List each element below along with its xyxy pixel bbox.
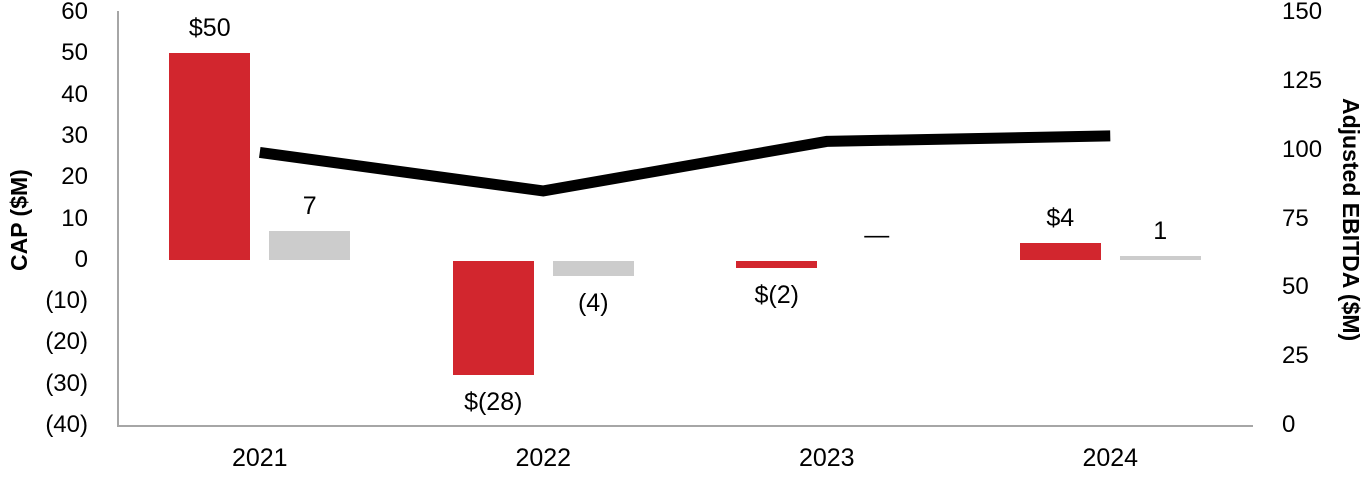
x-axis-label: 2023 xyxy=(798,444,855,472)
left-axis-tick: 0 xyxy=(74,245,88,273)
right-axis-tick: 125 xyxy=(1282,66,1323,94)
y-axis-line xyxy=(117,11,119,427)
bar-red-bars-2023 xyxy=(736,260,818,269)
x-axis-label: 2022 xyxy=(515,444,572,472)
data-label-red-bars-2023: $(2) xyxy=(754,281,799,310)
right-axis-title: Adjusted EBITDA ($M) xyxy=(1338,98,1364,342)
x-axis-label: 2021 xyxy=(231,444,288,472)
bar-gray-bars-2024 xyxy=(1119,255,1201,260)
left-axis-tick: (10) xyxy=(45,287,88,315)
adjusted-ebitda-line xyxy=(259,130,1111,197)
bar-gray-bars-2022 xyxy=(552,260,634,277)
left-axis-tick: 20 xyxy=(61,163,88,191)
data-label-red-bars-2022: $(28) xyxy=(464,388,523,417)
data-label-gray-bars-2023: — xyxy=(864,220,890,249)
right-axis-tick: 75 xyxy=(1282,204,1309,232)
right-axis-tick: 0 xyxy=(1282,411,1296,438)
left-axis-tick: (20) xyxy=(45,328,88,356)
data-label-gray-bars-2024: 1 xyxy=(1153,216,1168,245)
data-label-red-bars-2024: $4 xyxy=(1046,204,1075,233)
bar-gray-bars-2021 xyxy=(269,230,351,260)
left-axis-tick: 30 xyxy=(61,121,88,149)
left-axis-tick: 60 xyxy=(61,0,88,25)
right-axis-tick: 50 xyxy=(1282,273,1309,301)
data-label-red-bars-2021: $50 xyxy=(188,14,231,43)
right-axis-tick: 100 xyxy=(1282,135,1323,163)
bar-red-bars-2024 xyxy=(1019,243,1101,260)
left-axis-tick: 40 xyxy=(61,80,88,108)
left-axis-tick: 50 xyxy=(61,39,88,67)
right-axis-tick: 25 xyxy=(1282,342,1309,370)
right-axis-tick: 150 xyxy=(1282,0,1323,25)
data-label-gray-bars-2022: (4) xyxy=(577,289,609,318)
x-axis-label: 2024 xyxy=(1082,444,1139,472)
data-label-gray-bars-2021: 7 xyxy=(302,191,317,220)
bar-red-bars-2022 xyxy=(452,260,534,376)
bar-red-bars-2021 xyxy=(169,53,251,260)
left-axis-tick: 10 xyxy=(61,204,88,232)
x-axis-line xyxy=(117,425,1253,427)
left-axis-tick: (40) xyxy=(45,411,88,438)
left-axis-tick: (30) xyxy=(45,369,88,397)
